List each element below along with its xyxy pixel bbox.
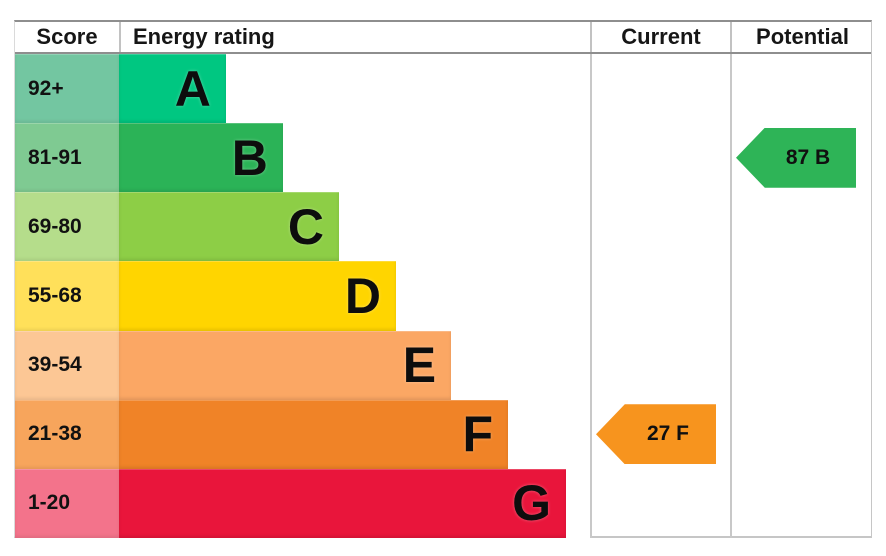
rating-bar-e: E: [119, 330, 452, 400]
rating-letter: F: [462, 406, 494, 463]
potential-cell: [730, 330, 873, 400]
potential-cell: [730, 261, 873, 331]
current-rating-arrow: 27 F: [596, 404, 716, 465]
score-range: 55-68: [15, 261, 119, 331]
rating-bar-a: A: [119, 54, 226, 124]
bar-area: A: [119, 54, 590, 124]
chart-header-row: Score Energy rating Current Potential: [15, 22, 871, 54]
bar-area: G: [119, 468, 590, 538]
rating-letter: G: [512, 475, 551, 532]
score-range: 1-20: [15, 468, 119, 538]
potential-rating-arrow: 87 B: [736, 127, 856, 188]
potential-cell: [730, 54, 873, 124]
rating-letter: D: [344, 267, 381, 324]
bar-area: C: [119, 192, 590, 262]
rating-bar-b: B: [119, 123, 283, 193]
rating-row-f: 21-38 F 27 F: [15, 399, 873, 469]
rating-row-c: 69-80 C: [15, 192, 873, 262]
current-cell: [590, 123, 730, 193]
current-cell: [590, 192, 730, 262]
score-range: 39-54: [15, 330, 119, 400]
score-range: 21-38: [15, 399, 119, 469]
potential-cell: [730, 399, 873, 469]
score-range: 69-80: [15, 192, 119, 262]
energy-rating-column-header: Energy rating: [119, 22, 590, 52]
current-cell: [590, 330, 730, 400]
rating-letter: E: [402, 337, 437, 394]
score-range: 92+: [15, 54, 119, 124]
bar-area: E: [119, 330, 590, 400]
current-column-header: Current: [590, 22, 730, 52]
rating-bar-c: C: [119, 192, 339, 262]
current-cell: 27 F: [590, 399, 730, 469]
current-cell: [590, 261, 730, 331]
rating-row-a: 92+ A: [15, 54, 873, 124]
bar-area: B: [119, 123, 590, 193]
current-cell: [590, 54, 730, 124]
potential-rating-value: 87 B: [785, 145, 831, 169]
rating-bar-g: G: [119, 468, 566, 538]
potential-cell: [730, 468, 873, 538]
rating-rows: 92+ A 81-91 B: [15, 54, 871, 538]
bar-area: F: [119, 399, 590, 469]
rating-bar-d: D: [119, 261, 396, 331]
current-rating-value: 27 F: [646, 422, 690, 446]
rating-row-g: 1-20 G: [15, 468, 873, 538]
rating-letter: A: [174, 60, 211, 117]
potential-column-header: Potential: [730, 22, 873, 52]
potential-cell: [730, 192, 873, 262]
rating-bar-f: F: [119, 399, 509, 469]
current-cell: [590, 468, 730, 538]
score-column-header: Score: [36, 24, 98, 49]
score-range: 81-91: [15, 123, 119, 193]
rating-letter: B: [231, 129, 268, 186]
epc-rating-chart: Score Energy rating Current Potential 92…: [14, 20, 872, 538]
rating-row-b: 81-91 B 87 B: [15, 123, 873, 193]
potential-cell: 87 B: [730, 123, 873, 193]
bar-area: D: [119, 261, 590, 331]
rating-letter: C: [287, 198, 324, 255]
rating-row-d: 55-68 D: [15, 261, 873, 331]
rating-row-e: 39-54 E: [15, 330, 873, 400]
